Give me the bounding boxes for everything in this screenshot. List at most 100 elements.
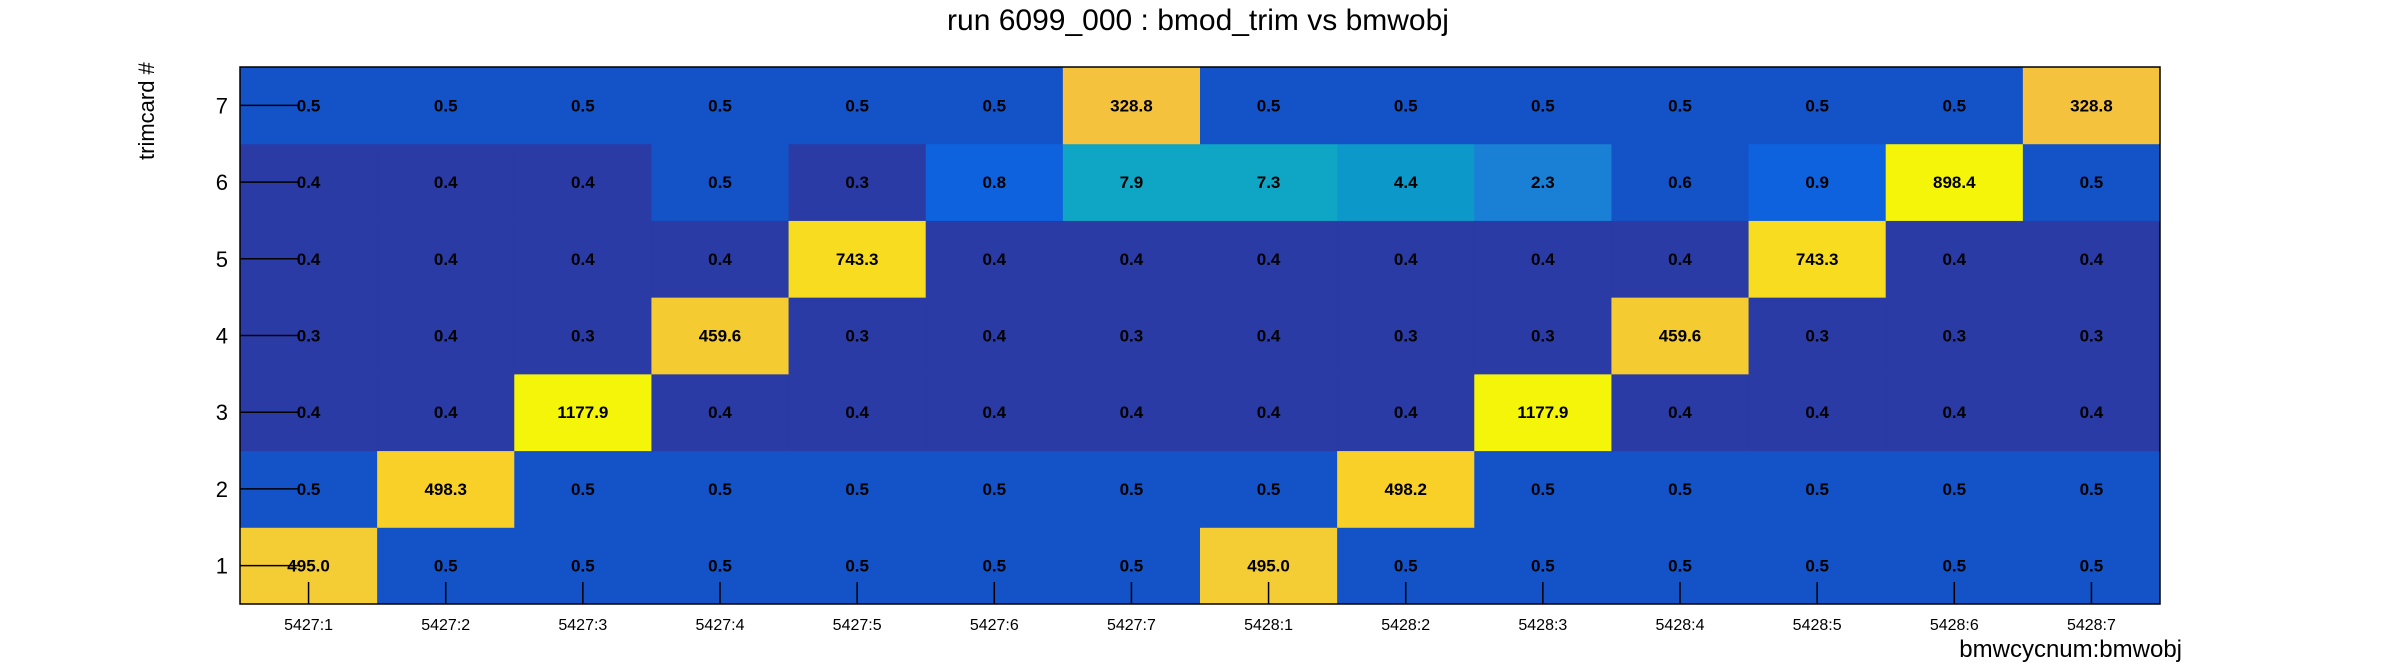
- y-tick-label: 5: [216, 247, 228, 272]
- cell-value-label: 328.8: [2070, 96, 2113, 115]
- heatmap-cell-6-5428:2: [1337, 143, 1475, 221]
- heatmap-cell-7-5428:7: [2022, 67, 2161, 145]
- cell-value-label: 743.3: [836, 250, 879, 269]
- cell-value-label: 0.4: [1942, 403, 1966, 422]
- heatmap-cell-4-5428:3: [1474, 297, 1612, 375]
- cell-value-label: 0.4: [1394, 403, 1418, 422]
- cell-value-label: 328.8: [1110, 96, 1153, 115]
- cell-value-label: 0.5: [1531, 557, 1555, 576]
- x-tick-label: 5428:7: [2067, 617, 2116, 634]
- x-tick-label: 5427:2: [421, 617, 470, 634]
- cell-value-label: 0.5: [297, 96, 321, 115]
- heatmap-cell-6-5427:6: [925, 143, 1064, 221]
- heatmap-cell-5-5428:7: [2022, 220, 2161, 298]
- x-tick-label: 5428:6: [1930, 617, 1979, 634]
- heatmap-cell-5-5428:3: [1474, 220, 1612, 298]
- heatmap-cell-6-5427:7: [1062, 143, 1201, 221]
- cell-value-label: 0.5: [571, 557, 595, 576]
- cell-value-label: 0.5: [982, 96, 1006, 115]
- cell-value-label: 0.5: [1257, 480, 1281, 499]
- heatmap-cell-7-5427:7: [1062, 67, 1201, 145]
- heatmap-cell-7-5428:1: [1200, 67, 1338, 145]
- cell-value-label: 0.5: [708, 173, 732, 192]
- cell-value-label: 0.5: [1942, 96, 1966, 115]
- cell-value-label: 0.5: [1805, 480, 1829, 499]
- heatmap-cell-7-5428:5: [1748, 67, 1887, 145]
- heatmap-cell-7-5427:3: [514, 67, 652, 145]
- cell-value-label: 0.4: [1394, 250, 1418, 269]
- y-tick-label: 7: [216, 93, 228, 118]
- heatmap-cell-3-5428:6: [1885, 373, 2024, 452]
- cell-value-label: 0.4: [571, 250, 595, 269]
- heatmap-cell-4-5428:5: [1748, 297, 1887, 375]
- heatmap-cell-5-5428:4: [1611, 220, 1750, 298]
- cell-value-label: 0.4: [845, 403, 869, 422]
- heatmap-cell-5-5427:5: [788, 220, 927, 298]
- x-tick-label: 5428:1: [1244, 617, 1293, 634]
- cell-value-label: 0.4: [982, 250, 1006, 269]
- cell-value-label: 0.4: [434, 173, 458, 192]
- cell-value-label: 0.8: [982, 173, 1006, 192]
- cell-value-label: 0.5: [571, 480, 595, 499]
- cell-value-label: 0.4: [1257, 250, 1281, 269]
- cell-value-label: 0.5: [1531, 96, 1555, 115]
- cell-value-label: 0.3: [1531, 327, 1555, 346]
- heatmap-cell-6-5428:6: [1885, 143, 2024, 221]
- cell-value-label: 0.4: [982, 327, 1006, 346]
- heatmap-cell-4-5427:2: [377, 297, 515, 375]
- cell-value-label: 0.5: [1805, 557, 1829, 576]
- cell-value-label: 0.9: [1805, 173, 1829, 192]
- cell-value-label: 0.5: [845, 480, 869, 499]
- heatmap-cell-7-5428:2: [1337, 67, 1475, 145]
- heatmap-cell-2-5428:3: [1474, 450, 1612, 528]
- cell-value-label: 7.9: [1120, 173, 1144, 192]
- heatmap-cell-6-5428:3: [1474, 143, 1612, 221]
- cell-value-label: 0.5: [845, 96, 869, 115]
- heatmap-cell-6-5427:2: [377, 143, 515, 221]
- cell-value-label: 0.5: [1394, 96, 1418, 115]
- cell-value-label: 0.5: [845, 557, 869, 576]
- heatmap-cell-2-5428:2: [1337, 450, 1475, 528]
- cell-value-label: 0.4: [1257, 403, 1281, 422]
- y-tick-label: 6: [216, 170, 228, 195]
- heatmap-cell-4-5428:1: [1200, 297, 1338, 375]
- cell-value-label: 0.3: [1120, 327, 1144, 346]
- y-axis-label: trimcard #: [134, 62, 159, 160]
- heatmap-cell-2-5428:1: [1200, 450, 1338, 528]
- x-tick-label: 5427:7: [1107, 617, 1156, 634]
- cell-value-label: 459.6: [1659, 327, 1702, 346]
- heatmap-cell-5-5427:2: [377, 220, 515, 298]
- cell-value-label: 0.4: [434, 327, 458, 346]
- heatmap-cell-4-5427:6: [925, 297, 1064, 375]
- cell-value-label: 0.5: [2080, 557, 2104, 576]
- cell-value-label: 0.5: [1394, 557, 1418, 576]
- cell-value-label: 0.5: [434, 96, 458, 115]
- heatmap-cell-3-5427:3: [514, 373, 652, 452]
- cell-value-label: 0.4: [1531, 250, 1555, 269]
- cell-value-label: 0.6: [1668, 173, 1692, 192]
- x-tick-label: 5427:5: [833, 617, 882, 634]
- heatmap-cell-7-5427:2: [377, 67, 515, 145]
- heatmap-cell-5-5428:1: [1200, 220, 1338, 298]
- heatmap-cell-2-5428:5: [1748, 450, 1887, 528]
- heatmap-cell-5-5427:6: [925, 220, 1064, 298]
- cell-value-label: 0.5: [2080, 480, 2104, 499]
- heatmap-cell-3-5428:5: [1748, 373, 1887, 452]
- cell-value-label: 0.4: [434, 250, 458, 269]
- y-tick-label: 3: [216, 400, 228, 425]
- chart-title: run 6099_000 : bmod_trim vs bmwobj: [947, 4, 1449, 37]
- cell-value-label: 0.5: [708, 96, 732, 115]
- heatmap-cell-6-5427:5: [788, 143, 927, 221]
- cell-value-label: 1177.9: [557, 403, 608, 422]
- x-tick-label: 5427:4: [696, 617, 745, 634]
- heatmap-cell-6-5428:7: [2022, 143, 2161, 221]
- heatmap-cell-4-5428:6: [1885, 297, 2024, 375]
- cell-value-label: 0.5: [708, 557, 732, 576]
- cell-value-label: 0.5: [2080, 173, 2104, 192]
- heatmap-cell-2-5427:3: [514, 450, 652, 528]
- x-tick-label: 5427:6: [970, 617, 1019, 634]
- cell-value-label: 0.4: [708, 250, 732, 269]
- cell-value-label: 0.4: [1942, 250, 1966, 269]
- cell-value-label: 0.5: [1531, 480, 1555, 499]
